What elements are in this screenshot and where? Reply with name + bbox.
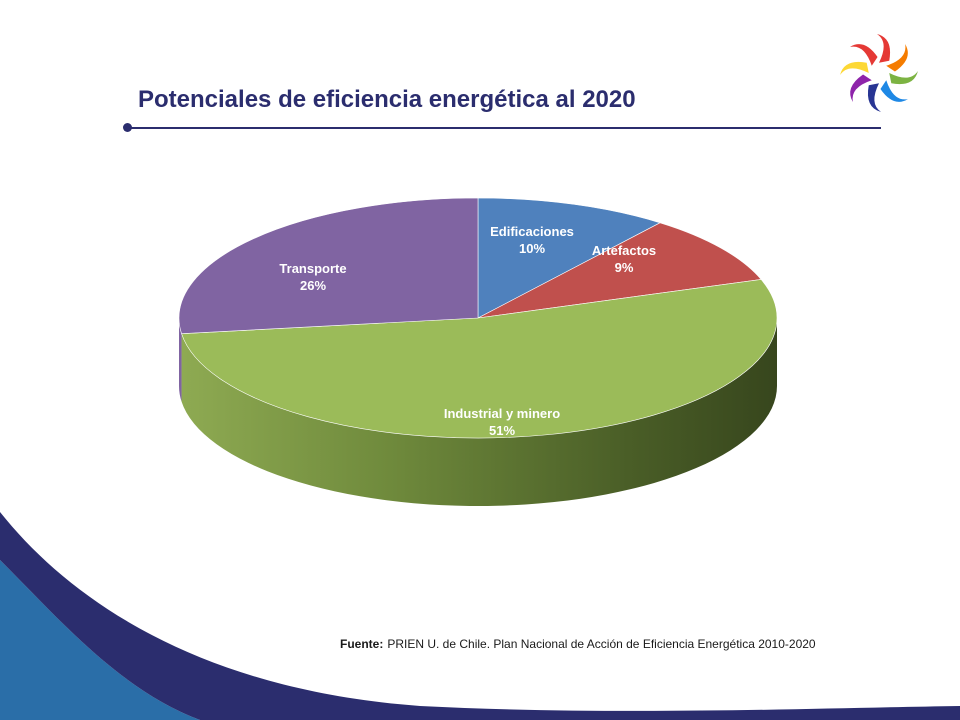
pie-slice-0	[477, 197, 661, 319]
pie-slices	[178, 197, 778, 439]
swoosh-light-band	[0, 560, 200, 720]
source-label: Fuente:	[340, 637, 384, 651]
slice-percent-3: 26%	[300, 278, 326, 293]
slice-label-2: Industrial y minero	[444, 406, 560, 421]
pie-labels: Edificaciones 10% Artefactos 9% Industrial y…	[279, 224, 656, 438]
pie-slice-3	[178, 197, 479, 334]
slice-label-0: Edificaciones	[490, 224, 574, 239]
pie-side-3	[179, 318, 182, 402]
title-underline-dot	[123, 123, 132, 132]
pie-slice-1	[477, 222, 762, 319]
pie-slice-2	[181, 279, 778, 439]
slice-percent-1: 9%	[615, 260, 634, 275]
slice-label-3: Transporte	[279, 261, 346, 276]
slice-label-1: Artefactos	[592, 243, 656, 258]
pie-side-walls	[179, 318, 777, 507]
source-text: PRIEN U. de Chile. Plan Nacional de Acci…	[387, 637, 816, 651]
pinwheel-logo-icon	[840, 34, 918, 112]
slide-title: Potenciales de eficiencia energética al …	[138, 86, 636, 113]
title-underline	[128, 127, 881, 129]
slice-percent-0: 10%	[519, 241, 545, 256]
slice-percent-2: 51%	[489, 423, 515, 438]
source-note: Fuente: PRIEN U. de Chile. Plan Nacional …	[340, 637, 816, 651]
pie-side-2	[181, 318, 777, 507]
